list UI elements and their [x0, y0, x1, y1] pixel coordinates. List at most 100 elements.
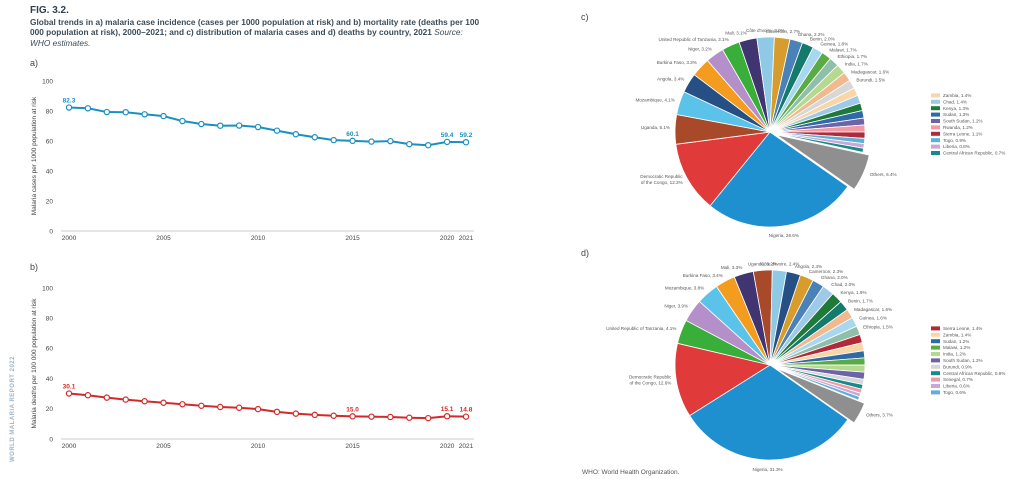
slice-label: Chad, 2.0% — [831, 282, 855, 287]
legend-swatch — [931, 352, 940, 356]
slice-label: United Republic of Tanzania, 4.1% — [606, 326, 676, 331]
legend-label: Central African Republic, 0.8% — [943, 371, 1005, 376]
data-point — [179, 401, 186, 408]
data-point — [198, 402, 205, 409]
figure-source: Source: WHO estimates. — [30, 27, 463, 48]
slice-label: Cameroon, 2.7% — [766, 29, 800, 34]
y-tick-label: 40 — [46, 168, 54, 175]
slice-label: Mali, 3.3% — [721, 265, 742, 270]
x-tick-label: 2015 — [345, 235, 360, 242]
legend-label: Kenya, 1.3% — [943, 106, 969, 111]
y-tick-label: 20 — [46, 406, 54, 413]
slice-label: Nigeria, 26.6% — [769, 233, 799, 238]
y-tick-label: 60 — [46, 346, 54, 353]
data-point — [349, 137, 356, 145]
data-point — [387, 413, 394, 421]
data-point — [443, 412, 451, 420]
x-tick-label: 2005 — [156, 235, 171, 242]
legend-swatch — [931, 332, 940, 337]
slice-label: Guinea, 1.8% — [820, 42, 848, 47]
legend-label: Sudan, 1.2% — [943, 339, 969, 344]
data-point — [406, 414, 413, 421]
data-point — [122, 396, 129, 403]
data-point — [254, 405, 262, 413]
data-point — [330, 136, 337, 144]
data-point — [217, 122, 224, 129]
legend-swatch — [931, 364, 940, 369]
pie-slice — [674, 342, 772, 417]
slice-label: Nigeria, 31.3% — [752, 467, 782, 472]
x-tick-label: 2021 — [459, 443, 474, 450]
pie-slice — [689, 364, 849, 461]
slice-label: Niger, 3.9% — [664, 304, 688, 309]
legend-swatch — [931, 119, 940, 123]
data-point — [330, 412, 337, 419]
y-axis-label: Malaria cases per 1000 population at ris… — [31, 96, 38, 215]
legend-swatch — [931, 112, 940, 117]
x-tick-label: 2020 — [440, 235, 455, 242]
slice-label: Benin, 1.7% — [848, 298, 873, 303]
legend-label: South Sudan, 1.2% — [943, 119, 983, 124]
slice-label: Uganda, 3.2% — [748, 261, 777, 266]
legend-swatch — [931, 371, 940, 376]
slice-label: Guinea, 1.6% — [859, 316, 887, 321]
data-point — [122, 108, 129, 116]
legend-label: Rwanda, 1.2% — [943, 125, 973, 130]
y-tick-label: 100 — [42, 285, 53, 292]
legend-label: Sierra Leone, 1.4% — [943, 326, 982, 331]
data-label: 60.1 — [346, 131, 359, 138]
data-point — [368, 138, 375, 145]
panel-letter-c: c) — [581, 12, 589, 22]
data-point — [235, 122, 243, 129]
pie-slice — [776, 134, 870, 190]
data-label: 30.1 — [63, 384, 76, 391]
data-point — [462, 138, 470, 146]
legend-swatch — [931, 345, 940, 350]
data-point — [292, 131, 300, 138]
slice-label: Democratic Republic of the Congo, 12.6% — [629, 375, 672, 386]
slice-label: Burundi, 1.5% — [856, 78, 885, 83]
figure-title-text: Global trends in a) malaria case inciden… — [30, 17, 480, 38]
pie-slice — [675, 131, 771, 207]
data-point — [424, 141, 432, 149]
legend-swatch — [931, 390, 940, 395]
legend-label: Liberia, 0.8% — [943, 144, 970, 149]
legend-swatch — [931, 384, 940, 388]
x-tick-label: 2000 — [62, 443, 77, 450]
slice-label: Benin, 2.0% — [810, 36, 835, 41]
pie-slice — [769, 131, 865, 153]
data-label: 15.0 — [346, 406, 359, 413]
slice-label: Others, 6.4% — [870, 172, 897, 177]
legend-label: Sierra Leone, 1.1% — [943, 131, 982, 136]
legend-swatch — [931, 144, 940, 149]
figure-label: FIG. 3.2. — [30, 5, 69, 16]
y-tick-label: 80 — [46, 316, 54, 323]
legend-swatch — [931, 358, 940, 363]
legend-swatch — [931, 326, 940, 331]
legend-label: Chad, 1.4% — [943, 99, 967, 104]
data-point — [424, 414, 432, 422]
slice-label: Democratic Republic of the Congo, 12.3% — [640, 174, 683, 185]
slice-label: Angola, 3.4% — [657, 76, 684, 81]
series-line — [68, 392, 467, 420]
legend-label: India, 1.2% — [943, 352, 966, 357]
x-tick-label: 2000 — [62, 235, 77, 242]
legend-label: Malawi, 1.2% — [943, 345, 970, 350]
legend-swatch — [931, 106, 940, 111]
data-point — [292, 410, 300, 417]
pie-slice — [769, 364, 861, 401]
figure-title: Global trends in a) malaria case inciden… — [30, 17, 485, 48]
panel-letter-a: a) — [30, 58, 39, 68]
y-tick-label: 0 — [49, 228, 53, 235]
legend-swatch — [931, 138, 940, 143]
slice-label: Mozambique, 4.1% — [635, 97, 674, 102]
panel-letter-d: d) — [581, 248, 590, 258]
data-point — [160, 112, 167, 120]
data-point — [65, 104, 73, 111]
data-point — [443, 138, 451, 146]
y-axis-label: Malaria deaths per 100 000 population at… — [31, 298, 38, 429]
x-tick-label: 2010 — [251, 443, 266, 450]
series-line — [68, 106, 467, 147]
